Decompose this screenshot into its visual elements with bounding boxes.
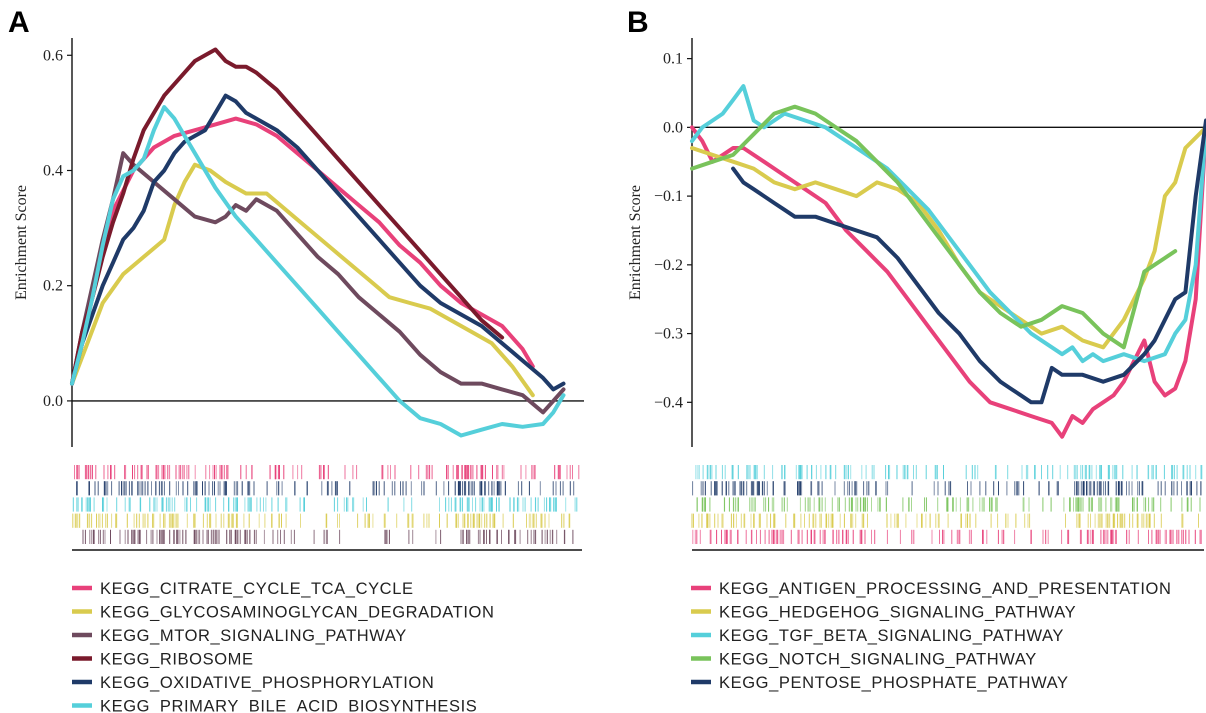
y-axis-title: Enrichment Score [627, 185, 644, 300]
panel-a-barcode [72, 465, 582, 551]
y-tick-label: 0.4 [43, 162, 63, 179]
series-line-kegg-pentose-phosphate-pathway [731, 118, 1206, 405]
y-tick-label: −0.2 [654, 257, 683, 274]
series-line-kegg-antigen-processing-and-presentation [690, 125, 1206, 439]
series-line-kegg-oxidative-phosphorylation [70, 93, 566, 392]
panel-b-plot: 0.1 0.0 −0.1 −0.2 −0.3 −0.4 Enrichment Score [627, 38, 1206, 447]
legend-label: KEGG_TGF_BETA_SIGNALING_PATHWAY [719, 627, 1064, 645]
y-tick-label: −0.3 [654, 326, 683, 343]
y-tick-label: 0.0 [43, 393, 63, 410]
legend-label: KEGG_OXIDATIVE_PHOSPHORYLATION [100, 674, 434, 692]
y-tick-label: 0.1 [663, 51, 683, 68]
legend-label: KEGG_HEDGEHOG_SIGNALING_PATHWAY [719, 604, 1076, 622]
panel-a-legend: KEGG_CITRATE_CYCLE_TCA_CYCLE KEGG_GLYCOSA… [72, 580, 494, 713]
legend-label: KEGG_MTOR_SIGNALING_PATHWAY [100, 627, 407, 645]
y-tick-label: 0.0 [663, 119, 683, 136]
panel-a-plot: 0.0 0.2 0.4 0.6 Enrichment Score [13, 38, 584, 447]
legend-label: KEGG_NOTCH_SIGNALING_PATHWAY [719, 651, 1037, 669]
series-line-kegg-glycosaminoglycan-degradation [70, 162, 535, 398]
panel-b: B 0.1 0.0 −0.1 −0.2 −0.3 −0.4 Enrichment Score… [627, 6, 1206, 692]
legend-label: KEGG_RIBOSOME [100, 651, 254, 669]
series-line-kegg-primary-bile-acid-biosynthesis [70, 105, 566, 438]
series-line-kegg-citrate-cycle-tca-cycle [70, 116, 535, 386]
series-line-kegg-mtor-signaling-pathway [70, 151, 566, 415]
panel-a: A 0.0 0.2 0.4 0.6 Enrichment Score KEGG_CITR… [8, 6, 584, 713]
legend-label: KEGG_CITRATE_CYCLE_TCA_CYCLE [100, 580, 414, 598]
legend-label: KEGG_PENTOSE_PHOSPHATE_PATHWAY [719, 674, 1069, 692]
series-line-kegg-notch-signaling-pathway [690, 104, 1178, 350]
panel-b-barcode [691, 465, 1204, 551]
y-axis-title: Enrichment Score [13, 185, 30, 300]
y-tick-label: 0.6 [43, 47, 63, 64]
legend-label: KEGG_ANTIGEN_PROCESSING_AND_PRESENTATION [719, 580, 1171, 598]
legend-label: KEGG_GLYCOSAMINOGLYCAN_DEGRADATION [100, 604, 494, 622]
y-tick-label: −0.1 [654, 188, 683, 205]
y-tick-label: 0.2 [43, 278, 63, 295]
y-tick-label: −0.4 [654, 394, 683, 411]
panel-b-label: B [627, 6, 649, 39]
series-line-kegg-tgf-beta-signaling-pathway [690, 84, 1206, 364]
panel-a-label: A [8, 6, 30, 39]
series-line-kegg-ribosome [70, 47, 505, 386]
legend-label: KEGG_PRIMARY_BILE_ACID_BIOSYNTHESIS [100, 698, 477, 713]
panel-b-legend: KEGG_ANTIGEN_PROCESSING_AND_PRESENTATION… [691, 580, 1171, 692]
